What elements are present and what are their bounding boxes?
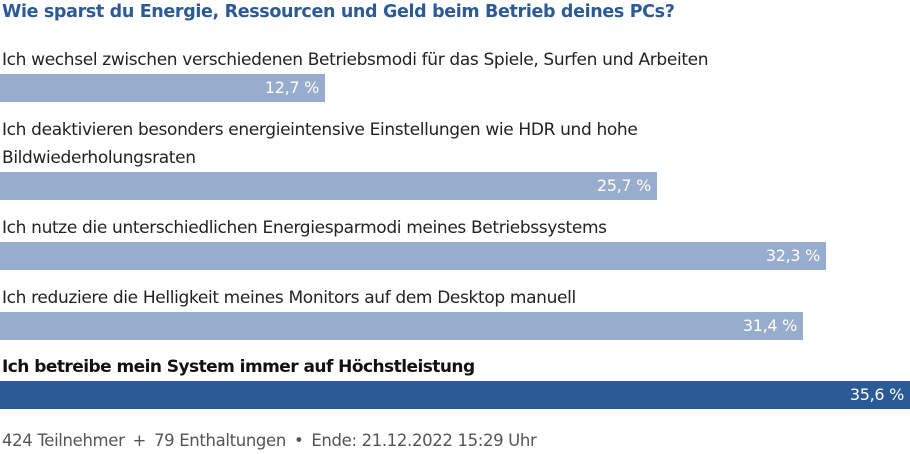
- poll-footer: 424 Teilnehmer +79 Enthaltungen • Ende: 21.…: [2, 431, 537, 450]
- poll-bar-value: 25,7 %: [596, 176, 651, 195]
- poll-end-date: Ende: 21.12.2022 15:29 Uhr: [311, 431, 537, 450]
- poll-option-label: Ich wechsel zwischen verschiedenen Betri…: [2, 50, 709, 70]
- poll-bar: 31,4 %: [0, 312, 803, 340]
- poll-title: Wie sparst du Energie, Ressourcen und Ge…: [2, 2, 675, 22]
- plus-separator: +: [132, 431, 147, 450]
- poll-option: Ich deaktivieren besonders energieintens…: [0, 116, 910, 200]
- poll-bar-value: 12,7 %: [264, 78, 319, 97]
- poll-option-label: Ich reduziere die Helligkeit meines Moni…: [2, 288, 576, 308]
- abstentions-count: 79 Enthaltungen: [154, 431, 286, 450]
- participants-count: 424 Teilnehmer: [2, 431, 125, 450]
- poll-bar: 35,6 %: [0, 381, 910, 409]
- poll-bar: 12,7 %: [0, 74, 325, 102]
- dot-separator: •: [293, 431, 304, 450]
- poll-bar: 32,3 %: [0, 242, 826, 270]
- poll-option: Ich wechsel zwischen verschiedenen Betri…: [0, 46, 910, 102]
- poll-bar-value: 32,3 %: [765, 246, 820, 265]
- poll-option-label: Ich nutze die unterschiedlichen Energies…: [2, 218, 607, 238]
- poll-option-label: Ich betreibe mein System immer auf Höchs…: [2, 357, 475, 377]
- poll-bar: 25,7 %: [0, 172, 657, 200]
- poll-bar-value: 31,4 %: [742, 316, 797, 335]
- poll-option: Ich nutze die unterschiedlichen Energies…: [0, 214, 910, 270]
- poll-option: Ich reduziere die Helligkeit meines Moni…: [0, 284, 910, 340]
- poll-option: Ich betreibe mein System immer auf Höchs…: [0, 353, 910, 409]
- poll-option-label: Ich deaktivieren besonders energieintens…: [2, 120, 638, 168]
- poll-bar-value: 35,6 %: [849, 385, 904, 404]
